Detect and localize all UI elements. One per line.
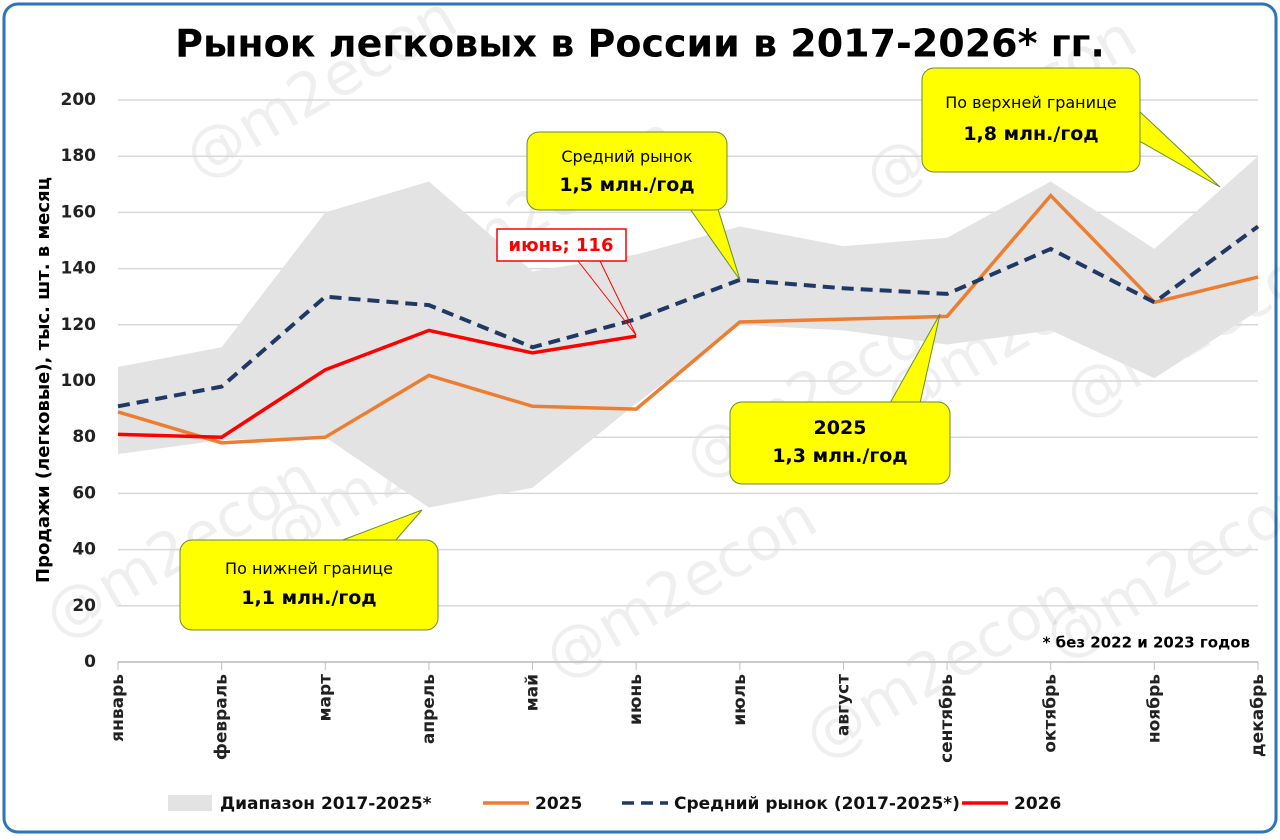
x-tick-label: ноябрь [1144,674,1164,743]
x-tick-label: август [833,674,853,736]
callout-text: 1,3 млн./год [772,445,907,467]
callout-text: 1,8 млн./год [963,123,1098,145]
y-tick-label: 20 [72,596,96,616]
callout-text: Средний рынок [561,147,693,166]
x-tick-label: апрель [419,674,439,744]
y-tick-label: 0 [84,652,96,672]
legend-label: Диапазон 2017-2025* [220,794,432,814]
y-tick-label: 120 [61,315,97,335]
x-tick-label: июнь [626,674,646,725]
y-tick-label: 180 [61,146,97,166]
legend-label: 2026 [1014,794,1061,814]
legend-swatch [168,795,212,811]
y-tick-label: 140 [61,259,97,279]
x-tick-label: март [315,674,335,722]
callout-text: 1,5 млн./год [559,174,694,196]
legend-label: 2025 [535,794,582,814]
x-tick-label: май [523,674,543,711]
y-tick-label: 200 [61,90,97,110]
x-tick-label: январь [108,674,128,742]
y-tick-label: 60 [72,483,96,503]
callout-text: 1,1 млн./год [241,587,376,609]
x-tick-label: февраль [212,674,232,760]
x-tick-label: сентябрь [937,674,957,763]
y-axis-label: Продажи (легковые), тыс. шт. в месяц [33,177,54,583]
x-tick-label: декабрь [1248,674,1268,757]
x-tick-label: октябрь [1041,674,1061,753]
chart-title: Рынок легковых в России в 2017-2026* гг. [175,22,1105,66]
callout-text: По верхней границе [945,93,1117,112]
y-tick-label: 100 [61,371,97,391]
legend-label: Средний рынок (2017-2025*) [674,794,960,814]
callout-text: По нижней границе [225,559,393,578]
data-label: июнь; 116 [509,235,614,256]
callout-text: 2025 [814,417,867,439]
footnote: * без 2022 и 2023 годов [1043,634,1250,652]
y-tick-label: 40 [72,540,96,560]
y-tick-label: 80 [72,427,96,447]
x-tick-label: июль [730,674,750,726]
y-tick-label: 160 [61,202,97,222]
